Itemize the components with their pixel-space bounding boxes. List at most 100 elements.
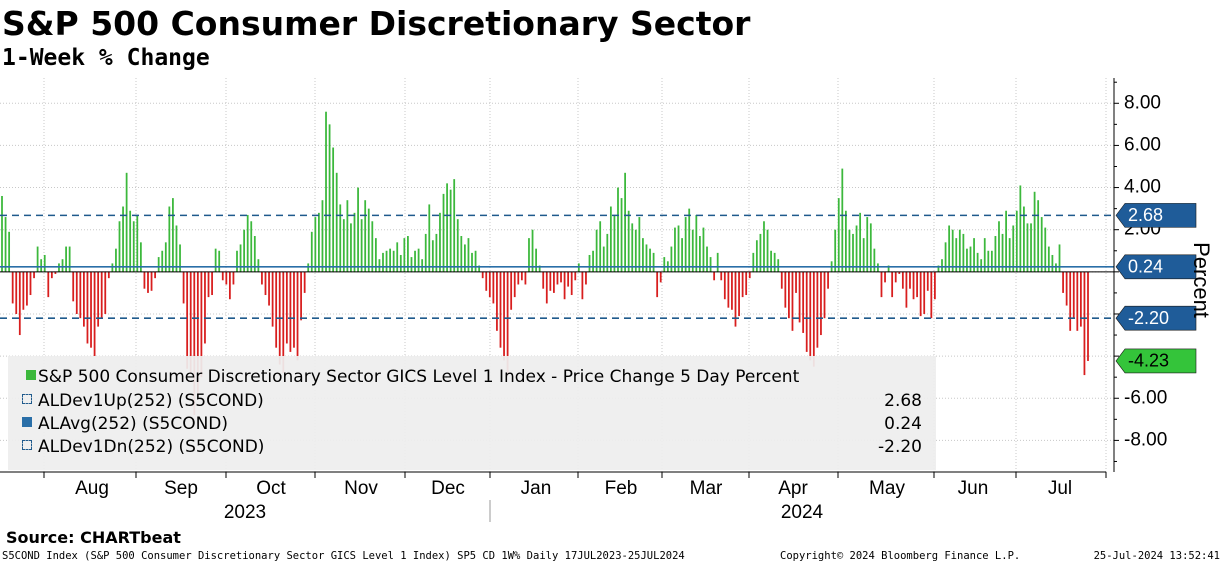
- bar: [823, 271, 826, 319]
- bar: [1, 195, 3, 272]
- bar: [848, 229, 851, 272]
- bar: [702, 227, 705, 272]
- bar: [1040, 217, 1043, 272]
- legend-dashed-icon: [22, 440, 32, 450]
- bar: [602, 246, 605, 272]
- legend-value: 0.24: [884, 414, 922, 434]
- bar: [542, 271, 545, 289]
- bar: [606, 233, 609, 272]
- bar: [556, 271, 559, 285]
- bar: [784, 271, 787, 308]
- bar: [1030, 223, 1032, 272]
- bar: [154, 271, 156, 279]
- bar: [243, 229, 246, 272]
- bar: [563, 271, 566, 300]
- bar: [86, 271, 89, 344]
- bar: [998, 221, 1000, 272]
- bar: [549, 271, 552, 291]
- bar: [613, 214, 616, 272]
- bar: [421, 259, 424, 272]
- bar: [905, 271, 908, 308]
- bar: [488, 271, 491, 298]
- x-tick-label: Dec: [431, 478, 465, 499]
- bar: [357, 187, 359, 272]
- bar: [538, 265, 541, 272]
- bar: [827, 271, 829, 289]
- bar: [342, 219, 345, 272]
- bar: [585, 271, 587, 285]
- bar: [257, 259, 260, 272]
- x-tick-label: Mar: [690, 478, 723, 499]
- bar: [983, 238, 986, 272]
- bar: [852, 233, 854, 272]
- bar: [285, 271, 288, 344]
- bar: [934, 271, 936, 300]
- bar: [481, 271, 484, 279]
- bar: [659, 271, 662, 283]
- bar: [318, 212, 320, 272]
- legend-value: -2.20: [878, 437, 922, 457]
- bar: [951, 229, 954, 272]
- bar: [453, 179, 456, 272]
- bar: [599, 221, 602, 272]
- bar: [894, 271, 897, 283]
- bar: [1026, 223, 1029, 272]
- bar: [884, 271, 886, 283]
- tag-last-value: -4.23: [1128, 351, 1169, 371]
- bar: [962, 233, 965, 272]
- bars: [1, 111, 1089, 416]
- bar: [805, 271, 808, 352]
- legend-swatch-icon: [22, 417, 32, 427]
- bar: [802, 271, 805, 333]
- bar: [866, 217, 869, 272]
- bar: [325, 111, 327, 272]
- value-tags: 2.68 0.24 -2.20 -4.23: [1115, 203, 1197, 374]
- bar: [214, 248, 217, 272]
- bar: [389, 248, 391, 272]
- bar: [517, 271, 520, 285]
- bar: [414, 250, 416, 272]
- bar: [228, 271, 231, 300]
- bar: [236, 250, 238, 272]
- bar: [592, 250, 594, 272]
- footer-copyright: Copyright© 2024 Bloomberg Finance L.P.: [780, 550, 1021, 562]
- bar: [232, 271, 235, 285]
- bar: [93, 271, 96, 357]
- bar: [510, 271, 513, 310]
- bar: [161, 250, 164, 272]
- bar: [731, 271, 733, 310]
- bar: [877, 263, 879, 272]
- bar: [50, 271, 53, 279]
- bar: [246, 214, 249, 272]
- tag-last-value-bg: [1115, 348, 1197, 374]
- legend-row-dev-up: ALDev1Up(252) (S5COND) 2.68: [8, 390, 936, 413]
- bar: [574, 271, 577, 281]
- bar: [104, 271, 107, 314]
- bar: [65, 246, 67, 272]
- legend-label: ALAvg(252) (S5COND): [38, 414, 229, 434]
- bar: [745, 271, 748, 296]
- bar: [820, 271, 822, 336]
- bar: [926, 271, 929, 291]
- bar: [798, 271, 801, 323]
- bar: [460, 236, 463, 272]
- bar: [670, 246, 673, 272]
- bar: [1055, 263, 1057, 272]
- bar: [346, 200, 349, 272]
- bar: [364, 200, 367, 272]
- bar: [709, 257, 712, 272]
- bar: [428, 204, 431, 272]
- bar: [307, 263, 310, 272]
- legend: S&P 500 Consumer Discretionary Sector GI…: [8, 356, 936, 470]
- bar: [973, 238, 975, 272]
- bar: [424, 233, 427, 272]
- bar: [716, 252, 719, 272]
- bar: [677, 225, 680, 272]
- bar: [524, 271, 527, 285]
- y-axis-label: Percent: [1189, 242, 1214, 318]
- bar: [172, 198, 174, 272]
- bar: [855, 225, 858, 272]
- bar: [780, 271, 783, 289]
- bar: [22, 271, 25, 310]
- bar: [909, 271, 911, 289]
